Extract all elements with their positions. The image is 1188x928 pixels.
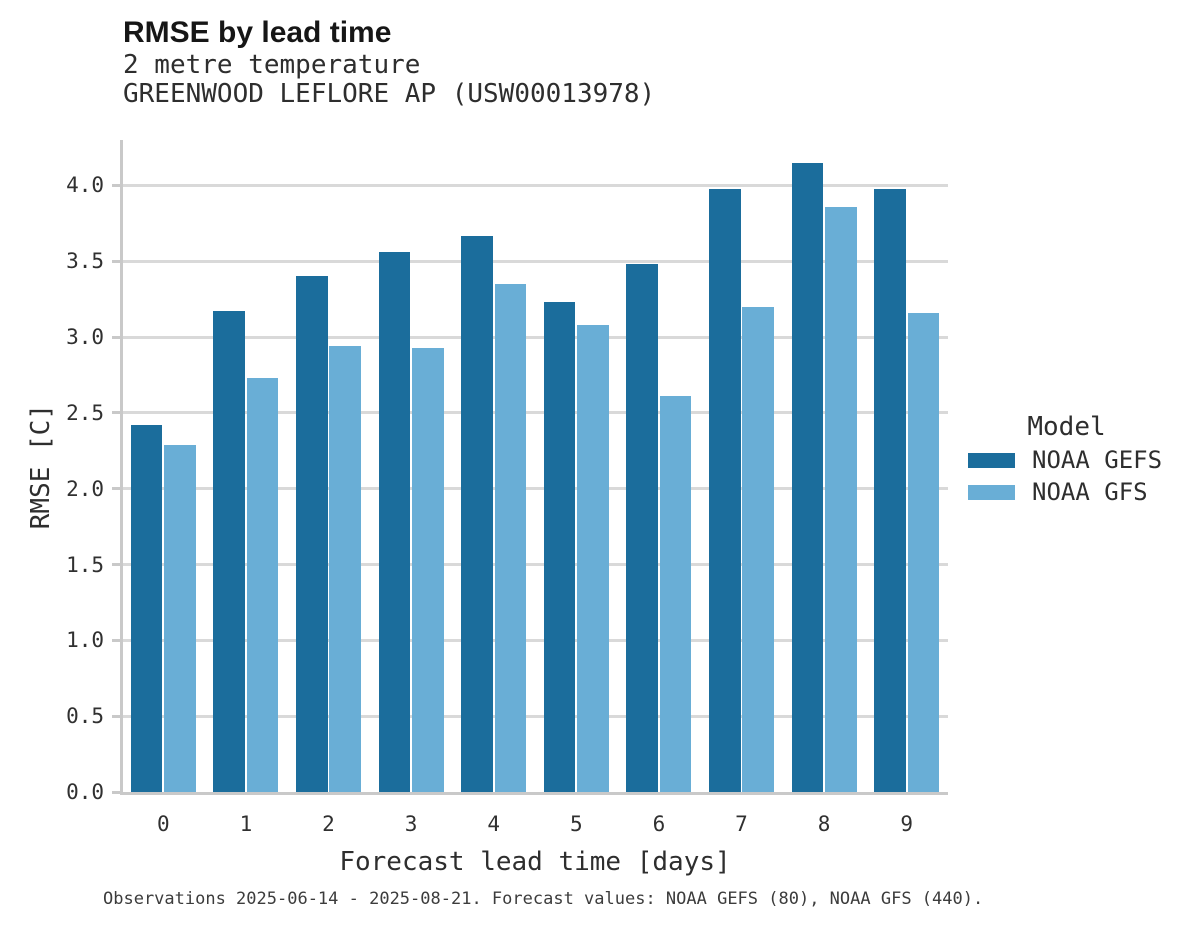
chart-subtitle-variable: 2 metre temperature bbox=[123, 50, 421, 80]
gridline-y-3.0 bbox=[122, 335, 948, 339]
legend-title: Model bbox=[1027, 412, 1106, 442]
legend: Model NOAA GEFS NOAA GFS bbox=[963, 410, 1170, 508]
y-tick-label-4.0: 4.0 bbox=[66, 173, 104, 198]
x-axis-spine bbox=[120, 792, 948, 795]
gridline-y-4.0 bbox=[122, 183, 948, 187]
bar-noaa-gefs-lead-9 bbox=[874, 188, 906, 792]
y-tick-mark-0.0 bbox=[112, 790, 120, 794]
chart-title: RMSE by lead time bbox=[123, 16, 392, 49]
y-tick-label-3.0: 3.0 bbox=[66, 325, 104, 350]
x-tick-label-0: 0 bbox=[156, 812, 170, 836]
gridline-y-2.5 bbox=[122, 411, 948, 415]
y-tick-mark-3.5 bbox=[112, 259, 120, 263]
x-tick-label-3: 3 bbox=[404, 812, 418, 836]
legend-swatch-noaa-gefs bbox=[968, 452, 1015, 468]
bar-noaa-gfs-lead-8 bbox=[824, 206, 857, 792]
bar-noaa-gefs-lead-3 bbox=[378, 252, 411, 792]
bar-noaa-gefs-lead-1 bbox=[213, 311, 246, 792]
bar-noaa-gfs-lead-5 bbox=[577, 324, 609, 792]
legend-entry-noaa-gfs: NOAA GFS bbox=[963, 476, 1170, 508]
x-tick-label-2: 2 bbox=[322, 812, 335, 836]
bar-noaa-gefs-lead-2 bbox=[296, 276, 328, 792]
legend-label-noaa-gfs: NOAA GFS bbox=[1032, 478, 1148, 506]
bar-noaa-gefs-lead-7 bbox=[709, 188, 741, 792]
legend-label-noaa-gefs: NOAA GEFS bbox=[1032, 446, 1163, 474]
x-axis-title: Forecast lead time [days] bbox=[339, 847, 731, 877]
plot-area bbox=[122, 140, 948, 792]
y-tick-label-1.5: 1.5 bbox=[66, 552, 104, 577]
gridline-y-1.5 bbox=[122, 563, 948, 567]
y-tick-mark-2.5 bbox=[112, 411, 120, 415]
x-tick-label-4: 4 bbox=[487, 812, 501, 836]
y-tick-label-0.5: 0.5 bbox=[66, 704, 104, 729]
bar-noaa-gfs-lead-9 bbox=[907, 312, 940, 792]
gridline-y-2.0 bbox=[122, 487, 948, 491]
bar-noaa-gefs-lead-5 bbox=[543, 302, 576, 792]
y-tick-label-2.5: 2.5 bbox=[66, 400, 104, 425]
y-axis-spine bbox=[120, 140, 123, 795]
gridline-y-3.5 bbox=[122, 259, 948, 263]
bar-noaa-gfs-lead-4 bbox=[494, 284, 527, 792]
bar-noaa-gefs-lead-6 bbox=[626, 264, 659, 792]
y-tick-label-2.0: 2.0 bbox=[66, 476, 104, 501]
x-tick-label-1: 1 bbox=[239, 812, 253, 836]
bar-noaa-gefs-lead-4 bbox=[461, 235, 493, 792]
legend-entry-noaa-gefs: NOAA GEFS bbox=[963, 444, 1170, 476]
y-tick-label-3.5: 3.5 bbox=[66, 249, 104, 274]
y-tick-mark-0.5 bbox=[112, 714, 120, 718]
x-tick-label-8: 8 bbox=[817, 812, 831, 836]
bar-noaa-gfs-lead-7 bbox=[742, 306, 774, 792]
x-tick-label-7: 7 bbox=[735, 812, 748, 836]
gridline-y-0.5 bbox=[122, 714, 948, 718]
y-tick-label-1.0: 1.0 bbox=[66, 628, 104, 653]
bar-noaa-gfs-lead-0 bbox=[164, 444, 196, 792]
chart-subtitle-station: GREENWOOD LEFLORE AP (USW00013978) bbox=[123, 79, 656, 109]
y-tick-mark-3.0 bbox=[112, 335, 120, 339]
y-tick-mark-4.0 bbox=[112, 183, 120, 187]
bar-noaa-gfs-lead-3 bbox=[411, 347, 444, 792]
bar-noaa-gefs-lead-8 bbox=[791, 162, 824, 792]
y-tick-mark-2.0 bbox=[112, 487, 120, 491]
x-tick-label-6: 6 bbox=[652, 812, 666, 836]
bar-noaa-gfs-lead-6 bbox=[659, 396, 692, 792]
legend-swatch-noaa-gfs bbox=[968, 484, 1015, 500]
bar-noaa-gefs-lead-0 bbox=[130, 425, 163, 792]
x-tick-label-5: 5 bbox=[569, 812, 583, 836]
caption: Observations 2025-06-14 - 2025-08-21. Fo… bbox=[103, 889, 984, 909]
y-tick-mark-1.0 bbox=[112, 638, 120, 642]
bar-noaa-gfs-lead-2 bbox=[329, 346, 361, 792]
bar-noaa-gfs-lead-1 bbox=[246, 378, 279, 792]
y-tick-mark-1.5 bbox=[112, 563, 120, 567]
gridline-y-1.0 bbox=[122, 638, 948, 642]
x-tick-label-9: 9 bbox=[900, 812, 914, 836]
y-tick-label-0.0: 0.0 bbox=[66, 780, 104, 804]
